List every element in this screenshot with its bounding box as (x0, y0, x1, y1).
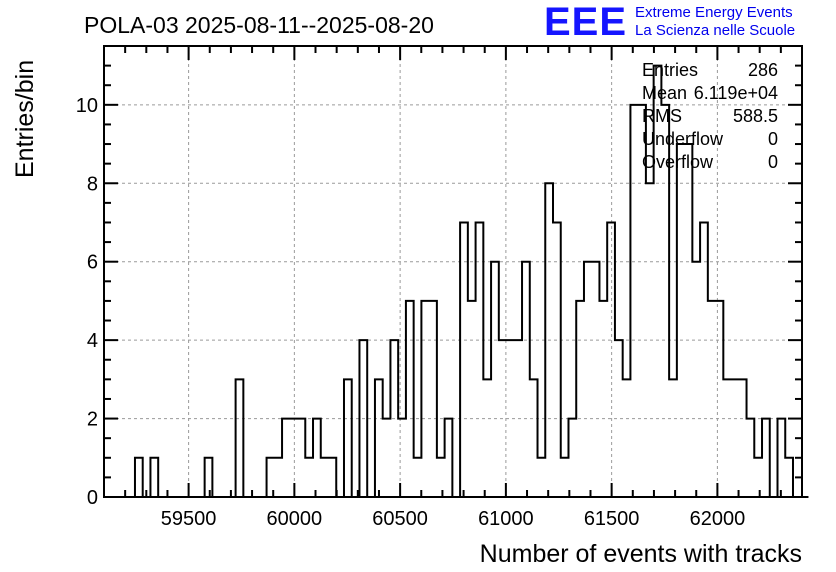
stats-label-entries: Entries (642, 60, 698, 80)
stats-label-mean: Mean (642, 83, 687, 103)
stats-value-underflow: 0 (768, 129, 778, 149)
stats-label-overflow: Overflow (642, 152, 714, 172)
eee-logo-mark: EEE (544, 0, 628, 44)
plot-frame (103, 45, 803, 498)
y-tick-label: 0 (87, 487, 98, 509)
x-tick-label: 60000 (267, 508, 323, 530)
y-tick-label: 4 (87, 330, 98, 352)
eee-logo-text: Extreme Energy Events La Scienza nelle S… (635, 4, 795, 40)
y-axis-label: Entries/bin (11, 60, 39, 178)
stats-value-entries: 286 (748, 60, 778, 80)
eee-logo: EEE Extreme Energy Events La Scienza nel… (544, 2, 795, 42)
stats-label-rms: RMS (642, 106, 682, 126)
stats-value-rms: 588.5 (733, 106, 778, 126)
y-tick-label: 6 (87, 252, 98, 274)
y-tick-label: 10 (76, 95, 98, 117)
histogram-line (104, 64, 809, 498)
y-tick-label: 2 (87, 409, 98, 431)
stats-box: Entries 286 Mean 6.119e+04 RMS 588.5 Und… (642, 60, 778, 172)
y-tick-label: 8 (87, 173, 98, 195)
x-tick-label: 60500 (372, 508, 428, 530)
x-tick-label: 59500 (161, 508, 217, 530)
axis-ticks (103, 45, 803, 498)
chart-title: POLA-03 2025-08-11--2025-08-20 (84, 12, 434, 38)
tick-labels: 59500 60000 60500 61000 61500 62000 0 2 4 6 8 10 (76, 95, 745, 530)
stats-label-underflow: Underflow (642, 129, 724, 149)
stats-value-overflow: 0 (768, 152, 778, 172)
logo-line-2: La Scienza nelle Scuole (635, 22, 796, 39)
stats-value-mean: 6.119e+04 (694, 83, 778, 103)
x-axis-label: Number of events with tracks (480, 540, 802, 568)
x-tick-label: 61500 (584, 508, 640, 530)
x-tick-label: 62000 (690, 508, 746, 530)
x-tick-label: 61000 (478, 508, 534, 530)
logo-line-1: Extreme Energy Events (635, 4, 793, 21)
